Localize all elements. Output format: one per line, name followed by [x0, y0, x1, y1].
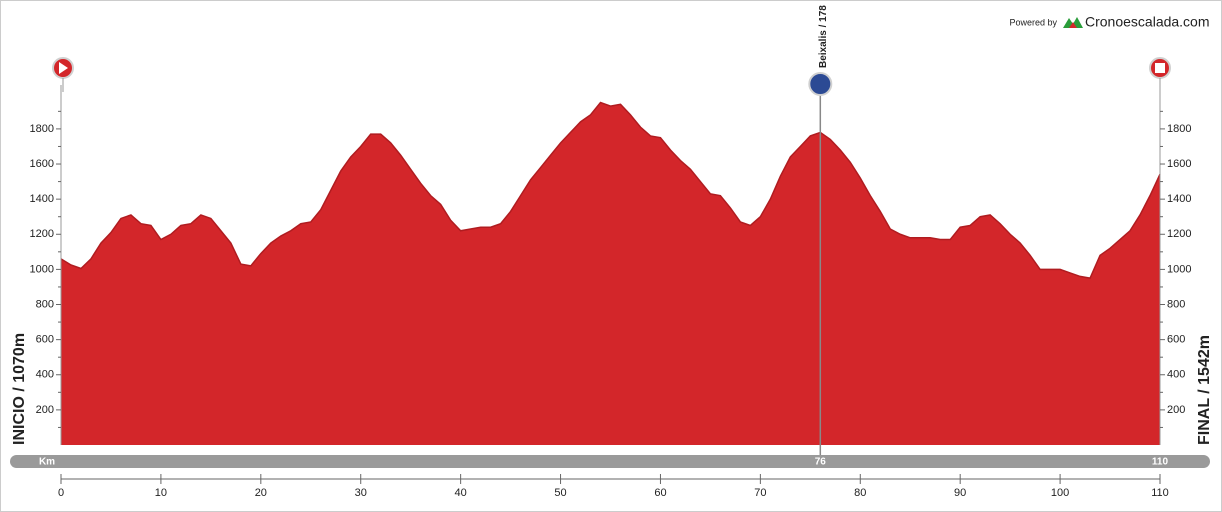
y-tick-label: 800	[36, 298, 54, 310]
y-tick-label: 200	[1167, 404, 1185, 416]
x-tick-label: 110	[1151, 487, 1169, 499]
y-tick-label: 600	[36, 334, 54, 346]
km-bar-mark: 110	[1152, 457, 1169, 468]
y-tick-label: 400	[36, 369, 54, 381]
km-bar-mark: 76	[815, 457, 827, 468]
start-label: INICIO / 1070m	[11, 333, 28, 445]
x-tick-label: 60	[654, 487, 666, 499]
brand-logo	[1063, 17, 1083, 28]
y-tick-label: 1600	[1167, 158, 1191, 170]
climb-label: Beixalis / 178	[818, 5, 829, 68]
y-tick-label: 1000	[1167, 263, 1191, 275]
profile-area	[61, 102, 1160, 445]
brand-prefix: Powered by	[1009, 17, 1057, 27]
brand: Cronoescalada.com	[1085, 14, 1210, 30]
x-tick-label: 50	[554, 487, 566, 499]
x-tick-label: 0	[58, 487, 64, 499]
end-label: FINAL / 1542m	[1196, 335, 1213, 445]
km-bar-label: Km	[39, 457, 55, 468]
finish-icon-flag	[1155, 63, 1165, 73]
x-tick-label: 70	[754, 487, 766, 499]
y-tick-label: 1600	[30, 158, 54, 170]
y-tick-label: 800	[1167, 298, 1185, 310]
y-tick-label: 1800	[30, 123, 54, 135]
x-tick-label: 10	[155, 487, 167, 499]
y-tick-label: 1200	[30, 228, 54, 240]
y-tick-label: 200	[36, 404, 54, 416]
profile-line	[60, 101, 1161, 280]
y-tick-label: 1000	[30, 263, 54, 275]
climb-icon	[808, 72, 833, 96]
y-tick-label: 1800	[1167, 123, 1191, 135]
x-tick-label: 20	[255, 487, 267, 499]
y-tick-label: 1200	[1167, 228, 1191, 240]
x-tick-label: 40	[455, 487, 467, 499]
y-tick-label: 1400	[1167, 193, 1191, 205]
x-tick-label: 30	[355, 487, 367, 499]
x-tick-label: 100	[1051, 487, 1069, 499]
y-tick-label: 600	[1167, 334, 1185, 346]
km-bar	[10, 455, 1210, 468]
y-tick-label: 1400	[30, 193, 54, 205]
x-tick-label: 90	[954, 487, 966, 499]
start-icon-arrow	[59, 62, 68, 74]
x-tick-label: 80	[854, 487, 866, 499]
y-tick-label: 400	[1167, 369, 1185, 381]
